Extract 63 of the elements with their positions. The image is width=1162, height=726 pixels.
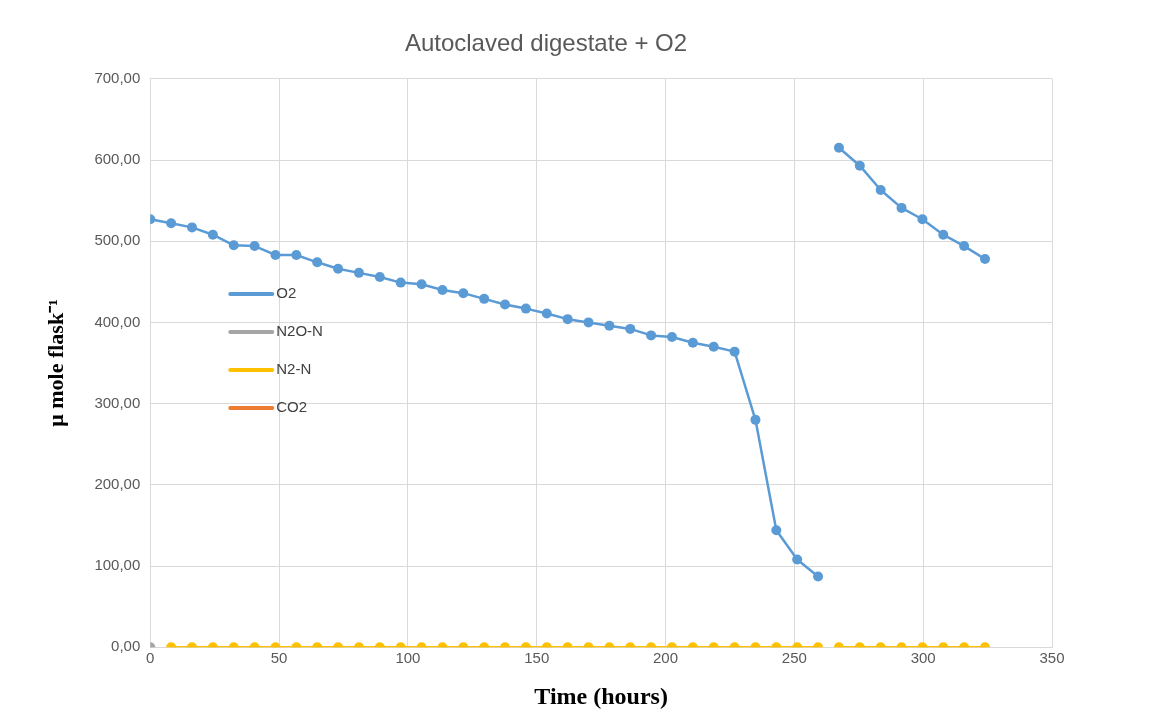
x-tick-label: 50 bbox=[270, 649, 288, 667]
point bbox=[917, 214, 928, 225]
y-tick-label: 600,00 bbox=[94, 150, 141, 168]
point bbox=[604, 320, 615, 331]
point bbox=[708, 341, 719, 352]
point bbox=[666, 332, 677, 343]
point bbox=[333, 263, 344, 274]
x-tick-label: 200 bbox=[653, 649, 679, 667]
point bbox=[646, 330, 657, 341]
y-tick-label: 100,00 bbox=[94, 556, 141, 574]
point bbox=[187, 222, 198, 233]
point bbox=[625, 323, 636, 334]
x-tick-label: 150 bbox=[524, 649, 550, 667]
y-axis-title: μ mole flask⁻¹ bbox=[42, 299, 68, 427]
point bbox=[374, 271, 385, 282]
y-tick-label: 700,00 bbox=[94, 68, 141, 86]
point bbox=[792, 554, 803, 565]
legend-label: N2O-N bbox=[276, 322, 323, 340]
chart-title: Autoclaved digestate + O2 bbox=[404, 29, 688, 57]
point bbox=[562, 314, 573, 325]
point bbox=[896, 202, 907, 213]
y-tick-label: 400,00 bbox=[94, 312, 141, 330]
point bbox=[520, 303, 531, 314]
point bbox=[813, 571, 824, 582]
point bbox=[854, 160, 865, 171]
point bbox=[750, 414, 761, 425]
point bbox=[959, 241, 970, 252]
point bbox=[249, 241, 260, 252]
x-tick-label: 350 bbox=[1039, 649, 1065, 667]
x-tick-label: 100 bbox=[395, 649, 421, 667]
x-tick-label: 0 bbox=[146, 649, 155, 667]
point bbox=[479, 293, 490, 304]
point bbox=[228, 240, 239, 251]
point bbox=[291, 250, 302, 260]
point bbox=[395, 277, 406, 288]
point bbox=[687, 337, 698, 348]
point bbox=[771, 525, 782, 536]
point bbox=[437, 284, 448, 295]
y-tick-label: 0,00 bbox=[111, 637, 141, 655]
point bbox=[270, 250, 281, 260]
point bbox=[875, 185, 886, 196]
point bbox=[166, 218, 177, 229]
legend-label: CO2 bbox=[276, 398, 308, 416]
point bbox=[353, 267, 364, 278]
y-tick-label: 200,00 bbox=[94, 474, 141, 492]
point bbox=[583, 317, 594, 328]
x-axis-title: Time (hours) bbox=[534, 682, 668, 709]
point bbox=[416, 279, 427, 290]
point bbox=[207, 229, 218, 240]
point bbox=[729, 346, 740, 357]
legend-label: N2-N bbox=[276, 360, 312, 378]
legend-label: O2 bbox=[276, 284, 297, 302]
x-tick-label: 250 bbox=[781, 649, 807, 667]
point bbox=[833, 142, 844, 153]
y-tick-label: 300,00 bbox=[94, 393, 141, 411]
point bbox=[980, 254, 991, 265]
point bbox=[458, 288, 469, 299]
x-tick-label: 300 bbox=[910, 649, 936, 667]
y-tick-label: 500,00 bbox=[94, 231, 141, 249]
point bbox=[312, 257, 323, 268]
point bbox=[541, 308, 552, 319]
point bbox=[500, 299, 511, 310]
point bbox=[938, 229, 949, 240]
